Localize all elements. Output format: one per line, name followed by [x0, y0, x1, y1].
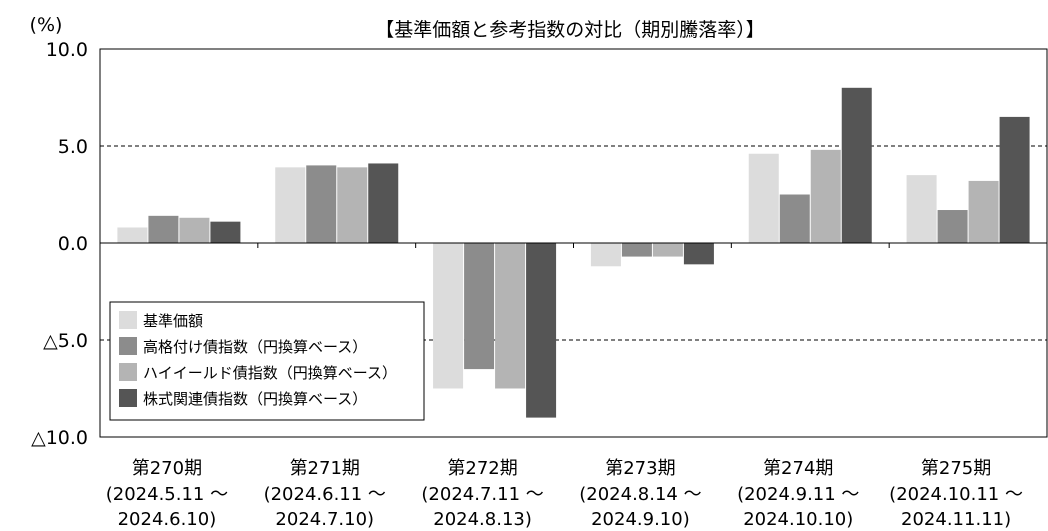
y-tick-label: △10.0: [31, 427, 88, 449]
bar-s4-c2: [368, 163, 399, 243]
category-name: 第270期: [132, 458, 202, 479]
x-category-labels: 第270期 (2024.5.11 ～ 2024.6.10) 第271期 (2024.6.…: [106, 458, 1023, 530]
category-name: 第273期: [605, 458, 675, 479]
bar-s4-c3: [526, 243, 557, 418]
category-period-start: (2024.5.11 ～: [106, 484, 228, 505]
bar-s2-c2: [306, 165, 337, 243]
bar-s3-c1: [179, 217, 210, 243]
bar-s1-c3: [433, 243, 464, 389]
category-period-start: (2024.9.11 ～: [737, 484, 859, 505]
y-tick-label: 0.0: [58, 233, 88, 255]
legend-swatch-2: [119, 337, 137, 355]
bar-s1-c6: [906, 175, 937, 243]
bar-s3-c3: [495, 243, 526, 389]
bar-s1-c2: [275, 167, 306, 243]
legend-label-2: 高格付け債指数（円換算ベース）: [143, 338, 367, 356]
chart-title: 【基準価額と参考指数の対比（期別騰落率）】: [375, 19, 765, 41]
bar-s4-c6: [999, 116, 1030, 243]
bar-s2-c1: [148, 215, 179, 243]
y-tick-label: △5.0: [43, 330, 88, 352]
y-tick-label: 10.0: [46, 39, 88, 61]
category-name: 第274期: [763, 458, 833, 479]
bar-s4-c5: [841, 87, 872, 243]
bar-s3-c2: [337, 167, 368, 243]
legend-label-1: 基準価額: [143, 312, 203, 330]
bar-s3-c6: [968, 180, 999, 243]
category-period-end: 2024.9.10): [591, 509, 690, 530]
bars: [117, 87, 1030, 418]
y-tick-label: 5.0: [58, 136, 88, 158]
axes: [100, 242, 1047, 248]
bar-s4-c1: [210, 221, 241, 243]
bar-s2-c5: [779, 194, 810, 243]
y-axis-unit-label: (%): [30, 14, 63, 36]
legend-swatch-3: [119, 363, 137, 381]
category-period-end: 2024.11.11): [901, 509, 1011, 530]
bar-s2-c4: [621, 243, 652, 257]
category-period-start: (2024.6.11 ～: [264, 484, 386, 505]
category-period-end: 2024.6.10): [118, 509, 217, 530]
category-period-start: (2024.10.11 ～: [889, 484, 1023, 505]
legend-swatch-1: [119, 311, 137, 329]
category-name: 第275期: [921, 458, 991, 479]
bar-s2-c3: [464, 243, 495, 370]
category-period-end: 2024.8.13): [433, 509, 532, 530]
legend-swatch-4: [119, 389, 137, 407]
bar-s1-c1: [117, 227, 148, 243]
bar-s3-c5: [810, 149, 841, 243]
bar-s1-c4: [590, 243, 621, 267]
legend-label-4: 株式関連債指数（円換算ベース）: [143, 390, 367, 408]
bar-s2-c6: [937, 210, 968, 243]
bar-s1-c5: [748, 153, 779, 243]
legend-box: [109, 301, 425, 421]
category-period-end: 2024.10.10): [743, 509, 853, 530]
y-tick-labels: 10.0 5.0 0.0 △5.0 △10.0: [31, 39, 88, 449]
category-period-start: (2024.7.11 ～: [421, 484, 543, 505]
category-name: 第272期: [447, 458, 517, 479]
category-name: 第271期: [290, 458, 360, 479]
bar-s3-c4: [652, 243, 683, 257]
category-period-start: (2024.8.14 ～: [579, 484, 701, 505]
category-period-end: 2024.7.10): [275, 509, 374, 530]
bar-s4-c4: [683, 243, 714, 265]
legend-label-3: ハイイールド債指数（円換算ベース）: [143, 364, 397, 382]
